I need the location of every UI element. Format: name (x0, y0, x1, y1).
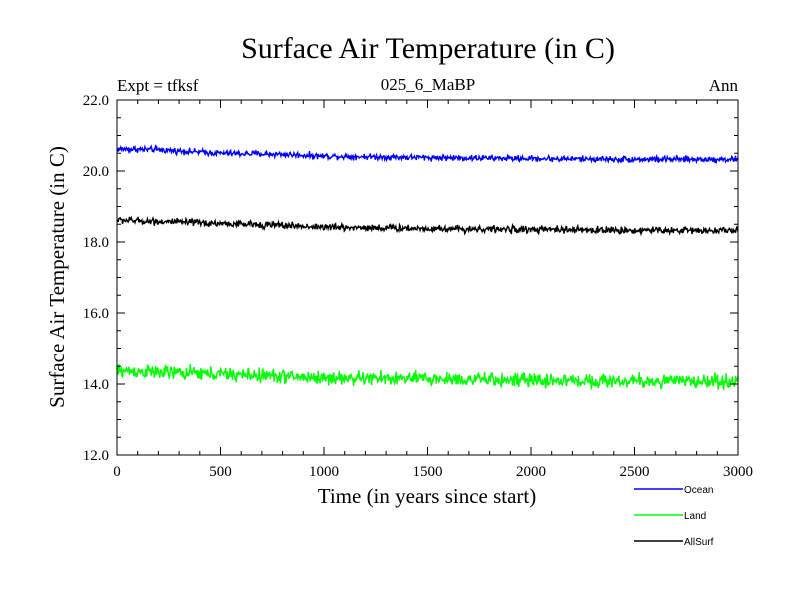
expt-label: Expt = tfksf (117, 76, 199, 95)
series-layer (116, 144, 739, 392)
chart-title: Surface Air Temperature (in C) (241, 32, 615, 65)
x-axis-label: Time (in years since start) (318, 484, 537, 508)
y-axis-label: Surface Air Temperature (in C) (45, 146, 69, 408)
y-tick-label: 12.0 (83, 448, 109, 464)
legend: Ocean Land AllSurf (634, 485, 714, 548)
x-tick-label: 500 (209, 464, 232, 480)
y-tick-label: 20.0 (83, 164, 109, 180)
y-tick-label: 16.0 (83, 306, 109, 322)
x-tick-label: 1500 (413, 464, 443, 480)
season-label: Ann (709, 76, 739, 95)
series-line-land (116, 363, 739, 392)
x-tick-label: 2000 (516, 464, 546, 480)
legend-label-allsurf: AllSurf (684, 537, 714, 548)
ticks-layer: 0 500 1000 1500 2000 2500 3000 12.0 14.0 16.0 18.0… (83, 93, 753, 480)
x-tick-label: 3000 (723, 464, 753, 480)
legend-label-land: Land (684, 511, 706, 522)
x-tick-label: 2500 (620, 464, 650, 480)
y-tick-label: 18.0 (83, 235, 109, 251)
chart-subtitle: 025_6_MaBP (381, 75, 475, 94)
legend-label-ocean: Ocean (684, 485, 713, 496)
series-line-allsurf (116, 215, 739, 237)
series-line-ocean (116, 144, 739, 165)
x-tick-label: 0 (113, 464, 121, 480)
y-tick-label: 22.0 (83, 93, 109, 109)
x-tick-label: 1000 (309, 464, 339, 480)
y-tick-label: 14.0 (83, 377, 109, 393)
